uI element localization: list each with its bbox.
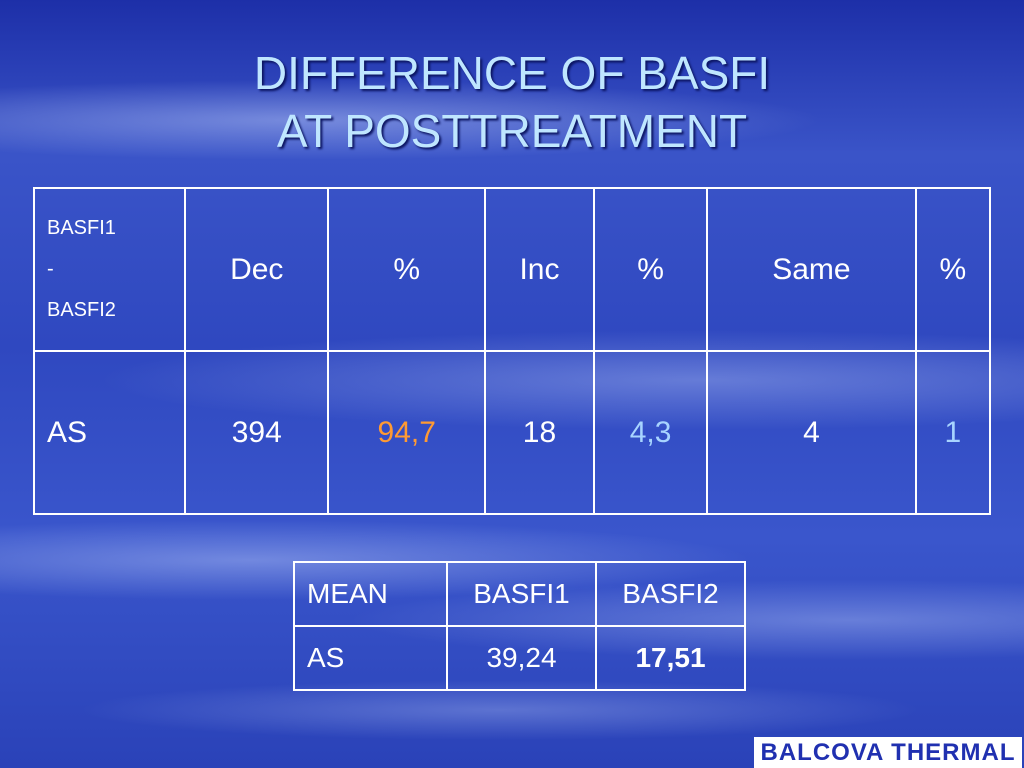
row-label: AS: [33, 350, 186, 515]
cell: 94,7: [327, 350, 487, 515]
cell: 39,24: [446, 625, 597, 691]
header-cell: %: [914, 187, 992, 352]
header-cell: Inc: [484, 187, 595, 352]
header-cell: BASFI1 - BASFI2: [33, 187, 186, 352]
cell: 4,3: [592, 350, 709, 515]
cell: 17,51: [595, 625, 746, 691]
header-cell: Same: [706, 187, 917, 352]
title-line: AT POSTTREATMENT: [276, 105, 748, 157]
header-cell: Dec: [183, 187, 330, 352]
basfi-table: BASFI1 - BASFI2 Dec % Inc % Same % AS 39…: [33, 187, 992, 515]
header-line: BASFI2: [47, 299, 116, 321]
header-line: BASFI1: [47, 217, 116, 239]
header-line: -: [47, 258, 54, 280]
header-cell: MEAN: [293, 561, 448, 627]
header-cell: BASFI2: [595, 561, 746, 627]
cell: 18: [484, 350, 595, 515]
cell: 394: [183, 350, 330, 515]
logo: BALCOVA THERMAL: [754, 737, 1022, 768]
header-cell: BASFI1: [446, 561, 597, 627]
header-cell: %: [327, 187, 487, 352]
row-label: AS: [293, 625, 448, 691]
mean-table: MEAN BASFI1 BASFI2 AS 39,24 17,51: [293, 561, 746, 691]
cell: 4: [706, 350, 917, 515]
header-cell: %: [592, 187, 709, 352]
title-line: DIFFERENCE OF BASFI: [253, 47, 771, 99]
cell: 1: [914, 350, 992, 515]
